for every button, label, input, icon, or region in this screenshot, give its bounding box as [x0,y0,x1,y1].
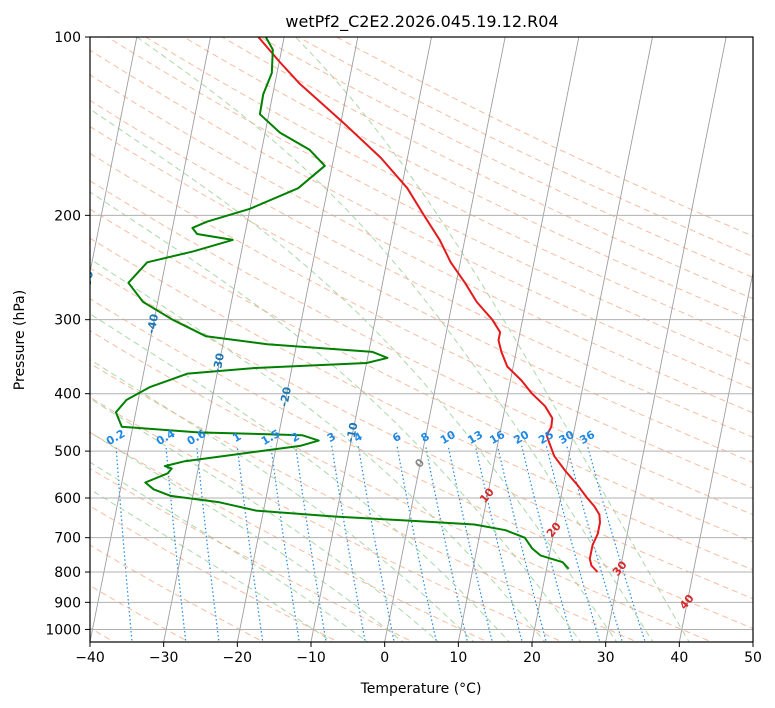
dry-adiabat-line [90,267,753,600]
mixing-ratio-line [447,445,493,642]
mixing-ratio-line [196,445,220,642]
isotherm-label: -30 [210,352,227,374]
y-tick-label: 600 [54,491,81,507]
mixing-ratio-line [331,445,366,642]
temperature-line [257,37,601,573]
x-tick-label: 10 [449,650,467,666]
mixing-ratio-line [496,445,547,642]
profile-series [114,37,601,573]
mixing-ratio-line [236,445,264,642]
dry-adiabat-line [90,208,753,543]
y-tick-label: 1000 [45,622,81,638]
mixing-ratio-line [566,445,624,642]
y-tick-label: 700 [54,531,81,547]
plot-area: -100-90-80-70-60-50-40-30-20-10102030400… [79,37,753,642]
isotherms [90,37,753,642]
isotherm-label: -20 [277,385,294,407]
mixing-ratio-line [295,445,327,642]
isotherm-line [531,37,653,642]
mixing-ratio-line [521,445,574,642]
x-tick-label: −10 [296,650,326,666]
mixing-ratio-line [115,445,133,642]
x-axis-title: Temperature (°C) [360,681,482,697]
pressure-gridlines [90,37,753,630]
chart-title: wetPf2_C2E2.2026.045.19.12.R04 [285,12,558,32]
isotherm-line [678,269,753,642]
x-tick-label: 40 [670,650,688,666]
dewpoint-line [114,37,570,570]
isotherm-line [90,37,211,642]
dry-adiabat-line [106,37,753,367]
mixing-ratio-line [396,445,438,642]
dry-adiabat-line [144,37,753,344]
isotherm-label: -50 [79,269,96,291]
isotherm-line [605,37,727,642]
y-tick-label: 300 [54,313,81,329]
x-tick-label: −20 [223,650,253,666]
x-tick-label: 0 [380,650,389,666]
x-tick-label: 30 [597,650,615,666]
dry-adiabat-line [90,99,753,438]
mixing-ratio-line [474,445,523,642]
mixing-ratio-line [165,445,187,642]
x-tick-label: 20 [523,650,541,666]
x-axis: −40 −30 −20 −10 0 10 20 30 40 50 [75,642,762,666]
isotherm-label: -10 [344,421,361,443]
isotherm-line [457,37,580,642]
dry-adiabat-line [90,431,489,642]
moist-adiabat-line [90,431,404,642]
y-axis-title: Pressure (hPa) [12,290,28,390]
isotherm-line [236,37,359,642]
y-tick-label: 400 [54,387,81,403]
mixing-ratio-line [545,445,601,642]
y-axis: 100 200 300 400 500 600 700 800 900 1000 [45,30,90,638]
x-tick-label: −40 [75,650,105,666]
x-tick-label: −30 [149,650,179,666]
isotherm-line [384,37,506,642]
y-tick-label: 800 [54,565,81,581]
dry-adiabat-line [90,180,753,516]
mixing-ratio-lines [115,445,646,642]
dry-adiabat-line [221,37,753,300]
y-tick-label: 500 [54,444,81,460]
mixing-ratio-line [357,445,395,642]
x-tick-label: 50 [744,650,762,666]
isotherm-line [310,37,432,642]
y-tick-label: 100 [54,30,81,46]
isotherm-line [163,37,285,642]
isotherm-line [90,37,138,275]
y-tick-label: 900 [54,595,81,611]
moist-adiabat-line [294,37,690,642]
isotherm-label: -40 [145,312,162,334]
plot-frame [89,36,754,643]
y-tick-label: 200 [54,208,81,224]
